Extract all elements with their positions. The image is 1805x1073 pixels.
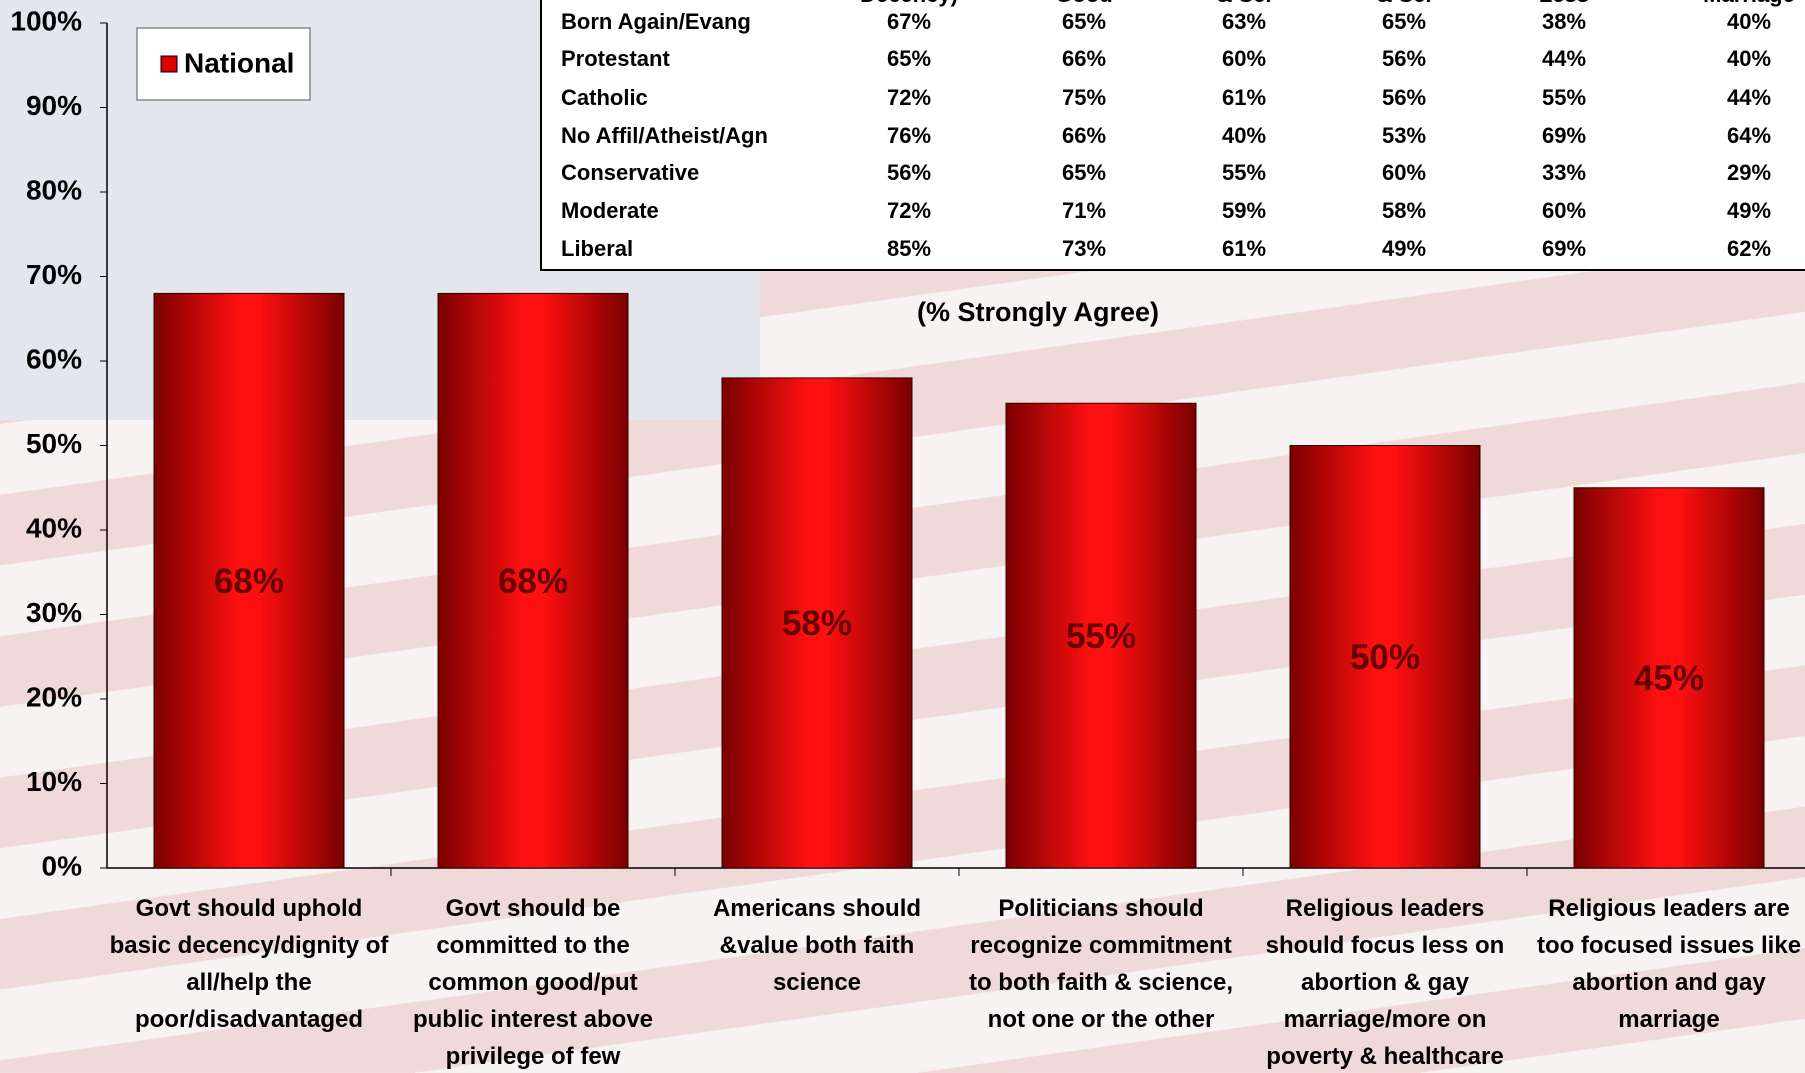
x-tick-label: Religious leaders are too focused issues… — [1536, 895, 1802, 1033]
table-header: Less — [1539, 0, 1589, 7]
data-table: Decency) Good & Sci & Sci Less Marriage Born A… — [540, 0, 1805, 271]
table-cell: 72% — [887, 198, 931, 223]
legend-label: National — [184, 47, 294, 78]
table-cell: 40% — [1727, 9, 1771, 34]
bar — [721, 377, 913, 869]
y-tick-label: 90% — [26, 90, 82, 121]
y-tick-label: 20% — [26, 681, 82, 712]
table-cell: 58% — [1382, 198, 1426, 223]
table-cell: 60% — [1542, 198, 1586, 223]
table-cell: 40% — [1222, 123, 1266, 148]
y-tick-label: 30% — [26, 597, 82, 628]
table-cell: 44% — [1542, 46, 1586, 71]
x-tick-label: Religious leaders should focus less on a… — [1265, 895, 1505, 1070]
table-row-label: Liberal — [561, 236, 633, 261]
table-cell: 65% — [1062, 9, 1106, 34]
x-tick-label: Govt should be committed to the common g… — [412, 895, 654, 1070]
table-cell: 62% — [1727, 236, 1771, 261]
y-tick-label: 70% — [26, 259, 82, 290]
table-cell: 69% — [1542, 236, 1586, 261]
table-cell: 65% — [1382, 9, 1426, 34]
table-cell: 56% — [1382, 85, 1426, 110]
y-tick-label: 40% — [26, 512, 82, 543]
table-cell: 76% — [887, 123, 931, 148]
table-cell: 66% — [1062, 46, 1106, 71]
legend: National — [136, 27, 311, 101]
table-cell: 63% — [1222, 9, 1266, 34]
table-cell: 75% — [1062, 85, 1106, 110]
table-row-label: Catholic — [561, 85, 648, 110]
table-cell: 38% — [1542, 9, 1586, 34]
y-tick-label: 60% — [26, 343, 82, 374]
table-cell: 59% — [1222, 198, 1266, 223]
table-header: Good — [1055, 0, 1112, 7]
table-cell: 40% — [1727, 46, 1771, 71]
value-label: 45% — [1634, 659, 1704, 698]
table-cell: 67% — [887, 9, 931, 34]
table-cell: 56% — [1382, 46, 1426, 71]
y-tick-label: 100% — [10, 5, 82, 36]
table-cell: 61% — [1222, 85, 1266, 110]
table-cell: 69% — [1542, 123, 1586, 148]
table-cell: 53% — [1382, 123, 1426, 148]
subtitle: (% Strongly Agree) — [917, 297, 1159, 327]
table-cell: 73% — [1062, 236, 1106, 261]
table-cell: 66% — [1062, 123, 1106, 148]
table-header: & Sci — [1216, 0, 1271, 7]
table-cell: 55% — [1542, 85, 1586, 110]
table-row-label: Conservative — [561, 160, 699, 185]
value-label: 55% — [1066, 617, 1136, 656]
table-cell: 56% — [887, 160, 931, 185]
table-cell: 60% — [1382, 160, 1426, 185]
value-label: 50% — [1350, 638, 1420, 677]
x-tick-label: Govt should uphold basic decency/dignity… — [109, 895, 389, 1033]
table-cell: 49% — [1727, 198, 1771, 223]
bar — [1005, 402, 1197, 869]
table-row-label: Moderate — [561, 198, 659, 223]
table-row-label: Born Again/Evang — [561, 9, 751, 34]
value-label: 68% — [498, 562, 568, 601]
table-cell: 85% — [887, 236, 931, 261]
table-cell: 61% — [1222, 236, 1266, 261]
table-box — [540, 0, 1805, 271]
table-cell: 65% — [1062, 160, 1106, 185]
y-tick-label: 50% — [26, 428, 82, 459]
bar — [1289, 445, 1481, 869]
legend-swatch — [160, 55, 178, 73]
table-cell: 29% — [1727, 160, 1771, 185]
table-cell: 65% — [887, 46, 931, 71]
y-tick-label: 10% — [26, 766, 82, 797]
table-cell: 71% — [1062, 198, 1106, 223]
x-tick-label: Americans should &value both faith scien… — [712, 895, 922, 996]
table-cell: 49% — [1382, 236, 1426, 261]
x-tick-label: Politicians should recognize commitment … — [968, 895, 1234, 1033]
table-row-label: No Affil/Atheist/Agn — [561, 123, 768, 148]
table-cell: 72% — [887, 85, 931, 110]
y-tick-label: 80% — [26, 174, 82, 205]
table-header: Marriage — [1703, 0, 1795, 7]
table-header: Decency) — [860, 0, 958, 7]
bar — [153, 292, 345, 869]
value-label: 68% — [214, 562, 284, 601]
value-label: 58% — [782, 604, 852, 643]
table-cell: 64% — [1727, 123, 1771, 148]
table-cell: 33% — [1542, 160, 1586, 185]
bar — [1573, 487, 1765, 869]
table-cell: 60% — [1222, 46, 1266, 71]
table-cell: 55% — [1222, 160, 1266, 185]
table-row-label: Protestant — [561, 46, 670, 71]
bar — [437, 292, 629, 869]
y-tick-label: 0% — [42, 850, 83, 881]
table-header: & Sci — [1376, 0, 1431, 7]
table-cell: 44% — [1727, 85, 1771, 110]
